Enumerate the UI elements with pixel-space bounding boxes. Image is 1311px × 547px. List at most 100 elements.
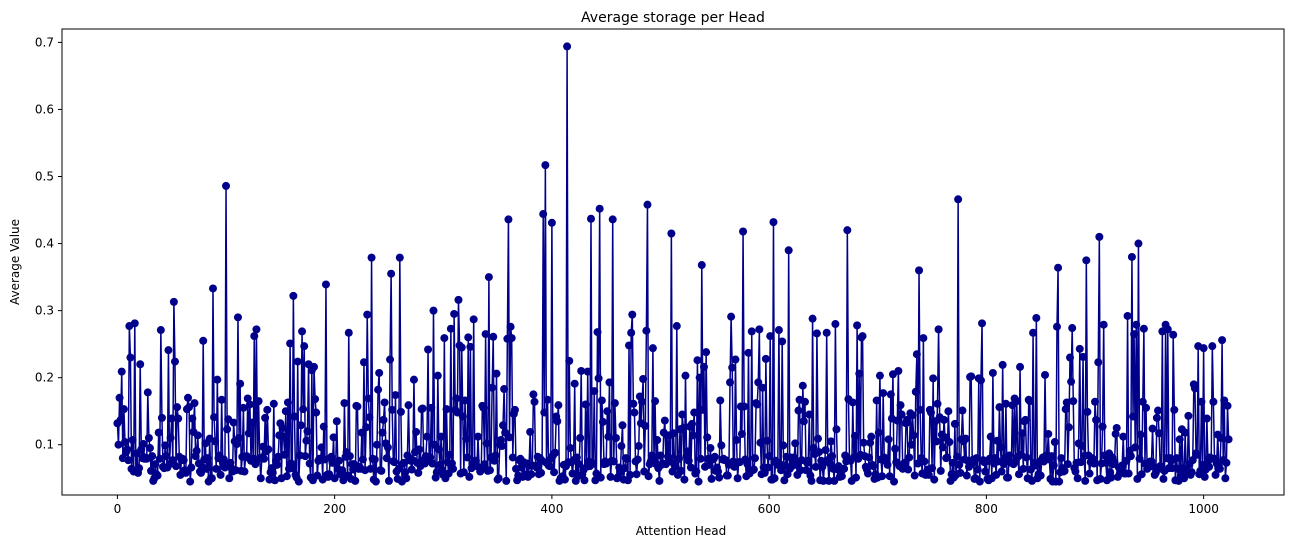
data-point	[1050, 438, 1059, 447]
data-point	[1132, 320, 1141, 329]
data-point	[915, 266, 924, 275]
data-point	[583, 367, 592, 376]
data-point	[445, 450, 454, 459]
data-point	[213, 375, 222, 384]
data-point	[301, 452, 310, 461]
data-point	[362, 423, 371, 432]
data-point	[124, 456, 133, 465]
data-point	[119, 405, 128, 414]
data-point	[283, 398, 292, 407]
data-point	[609, 457, 618, 466]
data-point	[135, 464, 144, 473]
data-point	[710, 452, 719, 461]
data-point	[683, 447, 692, 456]
data-point	[644, 472, 653, 481]
data-point	[499, 421, 508, 430]
data-point	[575, 460, 584, 469]
data-point	[565, 356, 574, 365]
data-point	[625, 341, 634, 350]
data-point	[281, 407, 290, 416]
data-point	[1202, 414, 1211, 423]
data-point	[434, 445, 443, 454]
data-point	[212, 464, 221, 473]
data-point	[1004, 473, 1013, 482]
data-point	[327, 452, 336, 461]
data-point	[804, 456, 813, 465]
data-point	[351, 476, 360, 485]
data-point	[422, 432, 431, 441]
data-point	[449, 464, 458, 473]
data-point	[1215, 464, 1224, 473]
data-point	[848, 398, 857, 407]
data-point	[168, 456, 177, 465]
data-point	[373, 440, 381, 449]
data-point	[496, 436, 505, 445]
data-point	[207, 474, 216, 483]
data-point	[170, 357, 179, 366]
data-point	[409, 375, 418, 384]
data-point	[714, 467, 723, 476]
data-point	[387, 269, 396, 278]
data-point	[446, 324, 455, 333]
data-point	[678, 410, 687, 419]
data-point	[1073, 474, 1082, 483]
data-point	[634, 442, 643, 451]
data-point	[254, 397, 263, 406]
data-point	[497, 442, 506, 451]
data-point	[547, 218, 556, 227]
data-point	[161, 441, 170, 450]
data-point	[1061, 405, 1070, 414]
data-point	[391, 391, 400, 400]
data-point	[412, 427, 421, 436]
data-point	[630, 408, 639, 417]
data-point	[1208, 342, 1217, 351]
data-point	[726, 378, 735, 387]
data-point	[593, 328, 602, 337]
data-point	[334, 456, 343, 465]
data-point	[464, 333, 473, 342]
data-point	[774, 326, 783, 335]
data-point	[268, 468, 277, 477]
data-point	[905, 453, 914, 462]
data-point	[545, 462, 554, 471]
data-point	[116, 415, 125, 424]
data-point	[527, 470, 536, 479]
data-point	[926, 408, 935, 417]
data-point	[620, 464, 629, 473]
data-point	[440, 334, 449, 343]
data-point	[978, 319, 987, 328]
data-point	[488, 383, 497, 392]
data-point	[364, 394, 373, 403]
data-point	[1077, 442, 1086, 451]
data-point	[260, 454, 269, 463]
data-point	[998, 360, 1007, 369]
data-point	[407, 465, 416, 474]
data-point	[380, 398, 389, 407]
data-point	[598, 417, 607, 426]
data-point	[954, 195, 963, 204]
data-point	[755, 325, 764, 334]
data-point	[626, 470, 635, 479]
data-point	[344, 328, 353, 337]
data-point	[684, 456, 693, 465]
data-point	[827, 437, 836, 446]
data-point	[837, 472, 846, 481]
data-point	[508, 453, 517, 462]
y-tick-label: 0.2	[35, 371, 54, 385]
data-point	[840, 464, 849, 473]
data-point	[1064, 423, 1073, 432]
data-point	[530, 397, 539, 406]
data-point	[1052, 322, 1061, 331]
data-point	[1123, 311, 1132, 320]
data-point	[605, 378, 614, 387]
data-point	[172, 462, 181, 471]
data-point	[256, 474, 265, 483]
data-point	[248, 418, 257, 427]
data-point	[329, 433, 338, 442]
data-point	[651, 397, 660, 406]
data-point	[972, 454, 981, 463]
data-point	[1211, 470, 1220, 479]
data-point	[566, 444, 575, 453]
data-point	[377, 466, 386, 475]
data-point	[617, 442, 626, 451]
